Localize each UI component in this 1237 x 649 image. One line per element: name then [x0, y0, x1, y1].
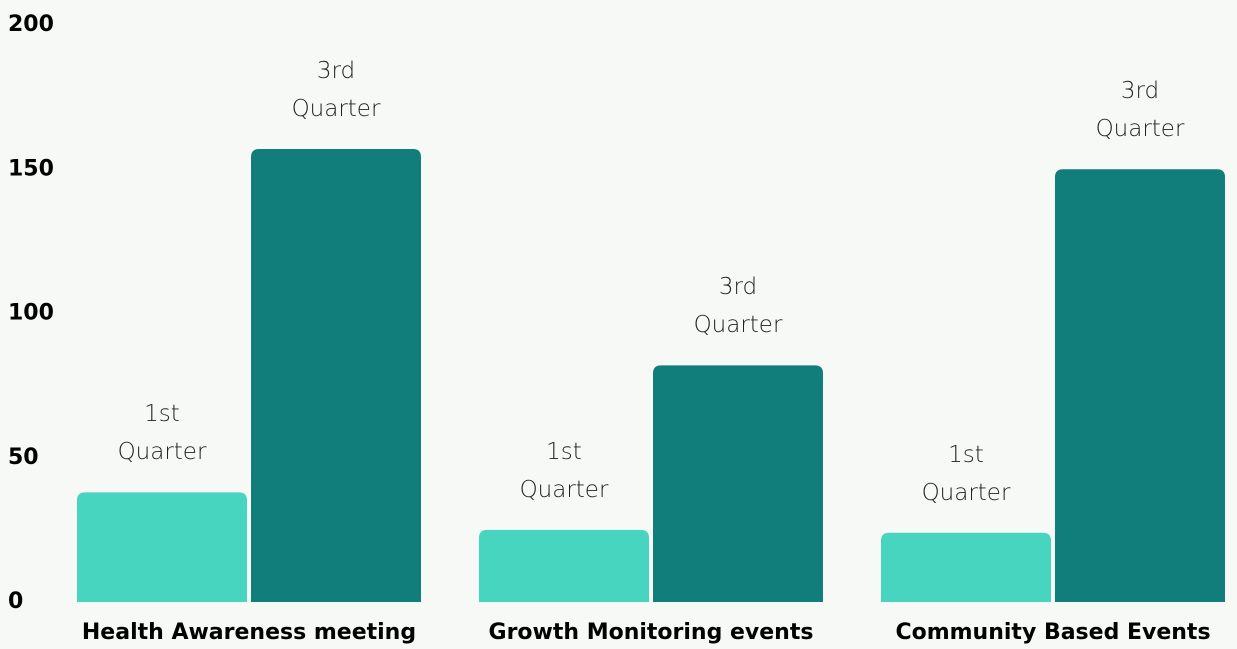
y-tick-label: 200	[8, 12, 54, 37]
data-label-text: 1st Quarter	[117, 401, 207, 466]
bar	[479, 529, 649, 602]
y-tick-label: 50	[8, 445, 39, 470]
data-label-text: 1st Quarter	[519, 438, 609, 503]
bar	[77, 492, 247, 602]
bar	[653, 365, 823, 602]
data-label: 1st Quarter	[921, 441, 1011, 506]
y-tick-label: 0	[8, 589, 23, 614]
data-label: 1st Quarter	[117, 401, 207, 466]
data-label: 3rd Quarter	[1095, 78, 1185, 143]
data-label: 3rd Quarter	[693, 274, 783, 339]
y-tick-label: 150	[8, 156, 54, 181]
bar	[1055, 169, 1225, 602]
x-tick-label: Health Awareness meeting	[82, 620, 416, 645]
x-tick-label: Community Based Events	[895, 620, 1210, 645]
bar	[251, 149, 421, 602]
data-label-text: 3rd Quarter	[1095, 78, 1185, 143]
data-label: 1st Quarter	[519, 438, 609, 503]
data-label-text: 1st Quarter	[921, 441, 1011, 506]
data-label-text: 3rd Quarter	[693, 274, 783, 339]
data-label: 3rd Quarter	[291, 58, 381, 123]
data-label-text: 3rd Quarter	[291, 58, 381, 123]
y-tick-label: 100	[8, 301, 54, 326]
x-tick-label: Growth Monitoring events	[489, 620, 814, 645]
bar	[881, 532, 1051, 602]
